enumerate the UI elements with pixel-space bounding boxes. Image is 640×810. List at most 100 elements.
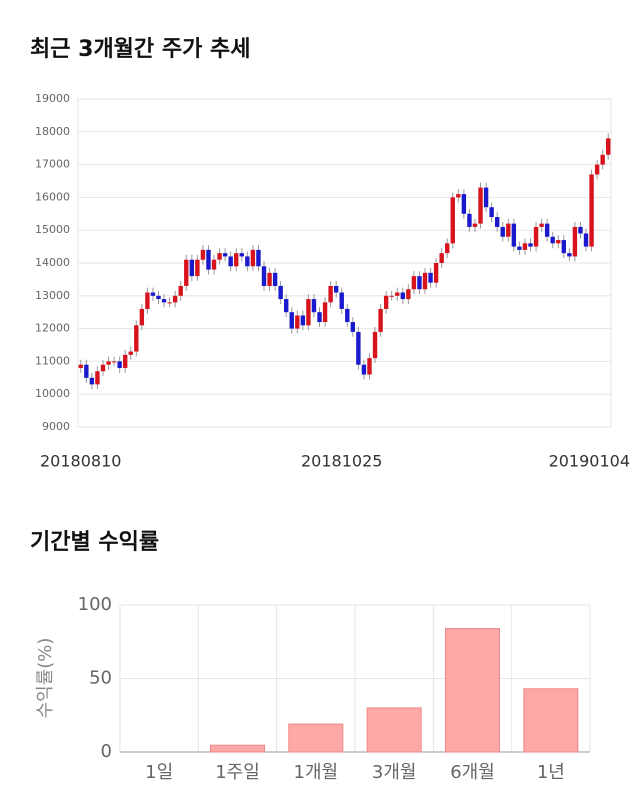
y-tick-label: 15000 <box>35 223 70 236</box>
candle-body <box>167 302 172 304</box>
x-tick-label: 1개월 <box>294 762 339 783</box>
candle-body <box>284 299 289 313</box>
bar <box>288 723 344 753</box>
x-tick-label: 1년 <box>537 762 565 783</box>
candle-body <box>500 226 505 237</box>
candle-body <box>578 226 583 234</box>
candle-body <box>567 253 572 257</box>
candle-body <box>439 253 444 263</box>
candle-body <box>106 361 111 365</box>
candle-body <box>156 295 161 300</box>
candle-body <box>256 249 261 267</box>
candle-body <box>128 351 133 355</box>
candle-body <box>356 331 361 365</box>
candle-body <box>411 276 417 290</box>
candle-body <box>261 266 267 286</box>
candle-body <box>122 354 128 368</box>
y-tick-label: 19000 <box>35 92 70 105</box>
candle-body <box>317 312 322 323</box>
candle-body <box>139 308 145 326</box>
candle-body <box>111 361 117 363</box>
candle-body <box>322 302 328 323</box>
candle-body <box>478 187 483 224</box>
candle-body <box>328 285 333 303</box>
candle-body <box>161 299 167 303</box>
candle-body <box>506 223 511 237</box>
candle-body <box>172 295 178 303</box>
candle-body <box>544 223 550 237</box>
candle-body <box>145 292 150 309</box>
candle-body <box>234 253 239 267</box>
candle-body <box>383 295 389 309</box>
candle-body <box>450 197 455 244</box>
candle-body <box>245 256 250 267</box>
candle-body <box>400 292 405 300</box>
candle-body <box>522 243 528 250</box>
bar <box>445 628 500 753</box>
candle-body <box>395 292 400 296</box>
candle-body <box>306 299 311 326</box>
candle-body <box>517 246 522 250</box>
bar <box>523 688 579 753</box>
candle-body <box>350 322 356 332</box>
candle-body <box>489 207 494 218</box>
y-tick-label: 0 <box>101 741 112 762</box>
candle-body <box>583 233 589 247</box>
y-tick-label: 100 <box>78 594 112 615</box>
y-tick-label: 17000 <box>35 158 70 171</box>
candle-body <box>200 249 206 260</box>
candle-body <box>117 361 122 368</box>
candle-body <box>195 259 200 277</box>
candle-body <box>278 285 283 300</box>
y-tick-label: 14000 <box>35 256 70 269</box>
y-tick-label: 9000 <box>42 420 70 433</box>
candle-body <box>572 226 578 257</box>
candle-body <box>422 272 428 290</box>
candle-body <box>295 315 300 329</box>
candle-body <box>84 364 89 378</box>
candle-body <box>78 364 83 368</box>
y-tick-label: 18000 <box>35 125 70 138</box>
candle-body <box>217 253 222 260</box>
candle-body <box>539 223 544 227</box>
candle-body <box>461 194 467 214</box>
candle-body <box>250 249 256 267</box>
chart-title: 기간별 수익률 <box>30 530 159 555</box>
candle-body <box>184 259 189 286</box>
y-tick-label: 13000 <box>35 289 70 302</box>
candle-body <box>556 240 561 244</box>
candle-body <box>561 240 567 254</box>
candle-body <box>550 236 555 244</box>
x-tick-label: 20181025 <box>301 452 382 471</box>
candle-body <box>361 364 367 375</box>
x-tick-label: 20190104 <box>549 452 630 471</box>
candle-body <box>483 187 489 208</box>
y-tick-label: 50 <box>89 668 112 689</box>
plot-border <box>77 98 612 428</box>
x-tick-label: 3개월 <box>372 762 417 783</box>
candle-body <box>456 194 461 198</box>
candle-body <box>594 164 600 175</box>
candle-body <box>494 217 500 227</box>
y-tick-label: 12000 <box>35 322 70 335</box>
candle-body <box>150 292 156 296</box>
candle-body <box>372 331 378 359</box>
candle-body <box>528 243 533 247</box>
candle-body <box>272 272 278 286</box>
candle-body <box>367 358 372 375</box>
y-tick-label: 11000 <box>35 354 70 367</box>
candle-body <box>606 138 611 155</box>
bar <box>366 707 422 753</box>
candle-body <box>428 272 433 283</box>
candle-body <box>433 263 439 283</box>
candle-body <box>333 285 339 293</box>
candle-body <box>445 243 450 254</box>
candle-body <box>589 174 594 247</box>
candle-body <box>311 299 317 313</box>
candle-body <box>228 256 233 267</box>
y-axis-label: 수익률(%) <box>35 638 56 719</box>
candle-body <box>467 213 472 227</box>
candle-body <box>533 226 539 247</box>
candle-body <box>289 312 294 329</box>
